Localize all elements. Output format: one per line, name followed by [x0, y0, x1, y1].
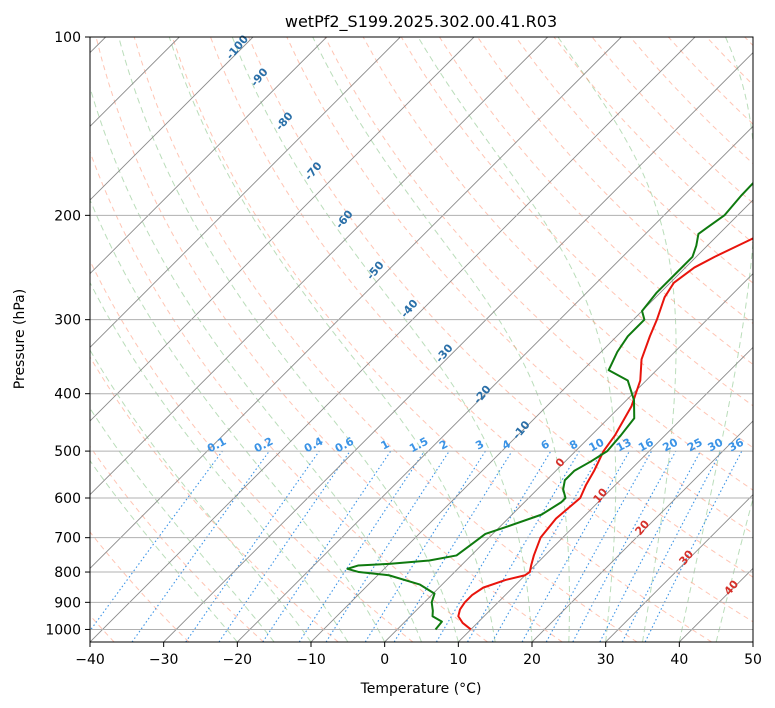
moist-adiabat-line: [168, 37, 496, 642]
x-tick-label: 10: [449, 652, 467, 668]
y-tick-label: 300: [54, 313, 81, 329]
y-tick-label: 700: [54, 531, 81, 547]
isotherm-line: [605, 494, 753, 642]
moist-adiabat-line: [90, 198, 386, 642]
dry-adiabat-line: [400, 37, 753, 407]
dry-adiabat-line: [439, 37, 753, 366]
mixing-ratio-line: [131, 450, 270, 642]
y-tick-label: 600: [54, 491, 81, 507]
moist-adiabat-line: [90, 281, 349, 642]
pressure-gridlines: [90, 37, 753, 630]
dry-adiabats: [90, 37, 753, 642]
y-tick-label: 400: [54, 387, 81, 403]
isotherm-line: [90, 37, 401, 348]
y-tick-label: 800: [54, 565, 81, 581]
mixing-ratio-line: [545, 450, 653, 642]
x-tick-label: −10: [296, 652, 326, 668]
mixing-ratio-line: [262, 450, 392, 642]
dry-adiabat-line: [210, 37, 753, 623]
x-axis-ticks: −40 −30 −20 −10 0 10 20 30 40 50: [75, 642, 762, 668]
x-tick-label: 50: [744, 652, 762, 668]
y-tick-label: 500: [54, 444, 81, 460]
chart-title: wetPf2_S199.2025.302.00.41.R03: [285, 12, 557, 32]
x-tick-label: −20: [223, 652, 253, 668]
dry-adiabat-line: [95, 37, 563, 642]
y-axis-title: Pressure (hPa): [12, 289, 28, 389]
dry-adiabat-line: [90, 531, 190, 642]
isotherm-line: [310, 199, 753, 642]
mixing-ratio-line: [185, 450, 320, 642]
x-tick-label: −40: [75, 652, 105, 668]
mixing-ratio-label: 36: [726, 436, 746, 455]
isotherm-line: [90, 37, 622, 569]
dry-adiabat-line: [90, 356, 339, 642]
dry-adiabat-line: [248, 37, 753, 578]
moist-adiabat-line: [90, 459, 238, 642]
mixing-ratio-label: 30: [706, 436, 726, 455]
mixing-ratio-line: [521, 450, 630, 642]
mixing-ratio-label: 16: [636, 436, 656, 455]
x-tick-label: 20: [523, 652, 541, 668]
x-axis-title: Temperature (°C): [360, 681, 482, 697]
mixing-ratio-label: 13: [614, 436, 634, 455]
temperature-profile-line: [457, 237, 753, 631]
dry-adiabat-line: [90, 445, 264, 642]
y-tick-label: 200: [54, 208, 81, 224]
mixing-ratio-line: [393, 450, 513, 642]
isotherm-line: [458, 346, 753, 642]
moist-adiabat-line: [715, 496, 753, 642]
y-tick-label: 1000: [45, 622, 81, 638]
sounding-series: [346, 181, 753, 631]
plot-frame: [89, 36, 754, 643]
isotherm-line: [90, 37, 327, 275]
mixing-ratio-label: 20: [660, 436, 680, 455]
mixing-ratio-line: [218, 450, 351, 642]
moist-adiabat-line: [90, 407, 275, 642]
dewpoint-profile-line: [346, 181, 753, 631]
moist-adiabat-line: [90, 85, 422, 642]
dry-adiabat-line: [171, 37, 712, 642]
isotherm-line: [90, 37, 254, 201]
moist-adiabat-line: [312, 37, 570, 642]
mixing-ratio-label: 25: [685, 436, 705, 455]
isotherm-line: [90, 37, 548, 496]
isotherm-line: [163, 52, 753, 642]
isotherms: [90, 37, 753, 642]
isotherm-line: [531, 420, 753, 642]
mixing-ratio-line: [90, 450, 223, 632]
moist-adiabat-line: [678, 37, 753, 642]
y-tick-label: 900: [54, 595, 81, 611]
y-tick-label: 100: [54, 30, 81, 46]
mixing-ratio-line: [298, 450, 425, 642]
moist-adiabat-line: [417, 37, 617, 642]
x-tick-label: −30: [149, 652, 179, 668]
dry-adiabat-line: [90, 150, 488, 642]
isotherm-line: [90, 37, 696, 642]
isotherm-line: [237, 125, 753, 642]
x-tick-label: 30: [597, 652, 615, 668]
isotherm-line: [384, 273, 753, 642]
mixing-ratio-line: [644, 450, 743, 642]
x-tick-label: 40: [670, 652, 688, 668]
isotherm-line: [90, 37, 475, 422]
dry-adiabat-line: [133, 37, 638, 642]
moist-adiabat-line: [231, 37, 533, 642]
y-axis-ticks: 100 200 300 400 500 600 700 800 900 1000: [45, 30, 90, 638]
x-tick-label: 0: [380, 652, 389, 668]
mixing-ratio-label: 10: [587, 436, 607, 455]
dry-adiabat-line: [515, 37, 753, 284]
plot-area: [90, 37, 753, 642]
mixing-ratio-line: [572, 450, 677, 642]
